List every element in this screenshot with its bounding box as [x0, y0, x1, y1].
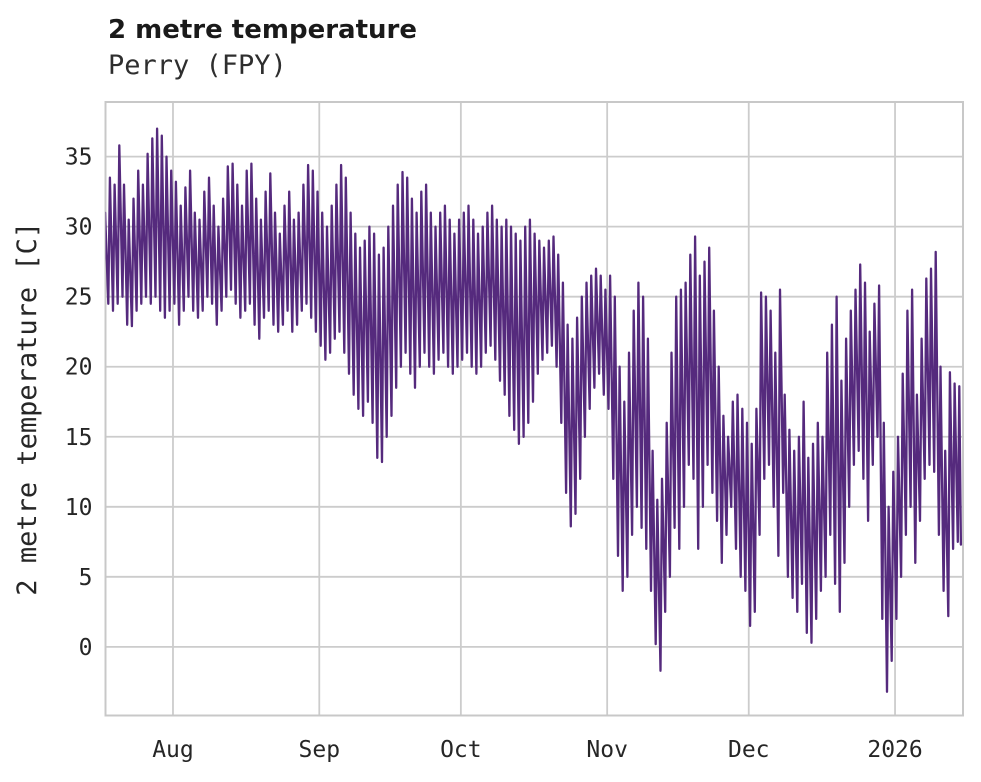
x-tick-label: Dec — [728, 737, 770, 763]
x-tick-label: 2026 — [867, 737, 922, 763]
y-tick-label: 30 — [65, 215, 93, 241]
y-tick-label: 0 — [79, 635, 93, 661]
y-tick-label: 5 — [79, 565, 93, 591]
page-title: 2 metre temperature — [108, 15, 417, 45]
y-axis-label: 2 metre temperature [C] — [12, 222, 43, 596]
y-tick-label: 20 — [65, 355, 93, 381]
x-tick-label: Nov — [586, 737, 628, 763]
y-tick-label: 15 — [65, 425, 93, 451]
x-tick-label: Oct — [440, 737, 482, 763]
y-tick-label: 25 — [65, 285, 93, 311]
x-tick-label: Aug — [152, 737, 194, 763]
x-tick-label: Sep — [299, 737, 341, 763]
temperature-line — [105, 127, 963, 693]
y-tick-label: 35 — [65, 145, 93, 171]
plot-frame — [104, 101, 964, 717]
y-tick-label: 10 — [65, 495, 93, 521]
page-subtitle: Perry (FPY) — [108, 50, 287, 81]
